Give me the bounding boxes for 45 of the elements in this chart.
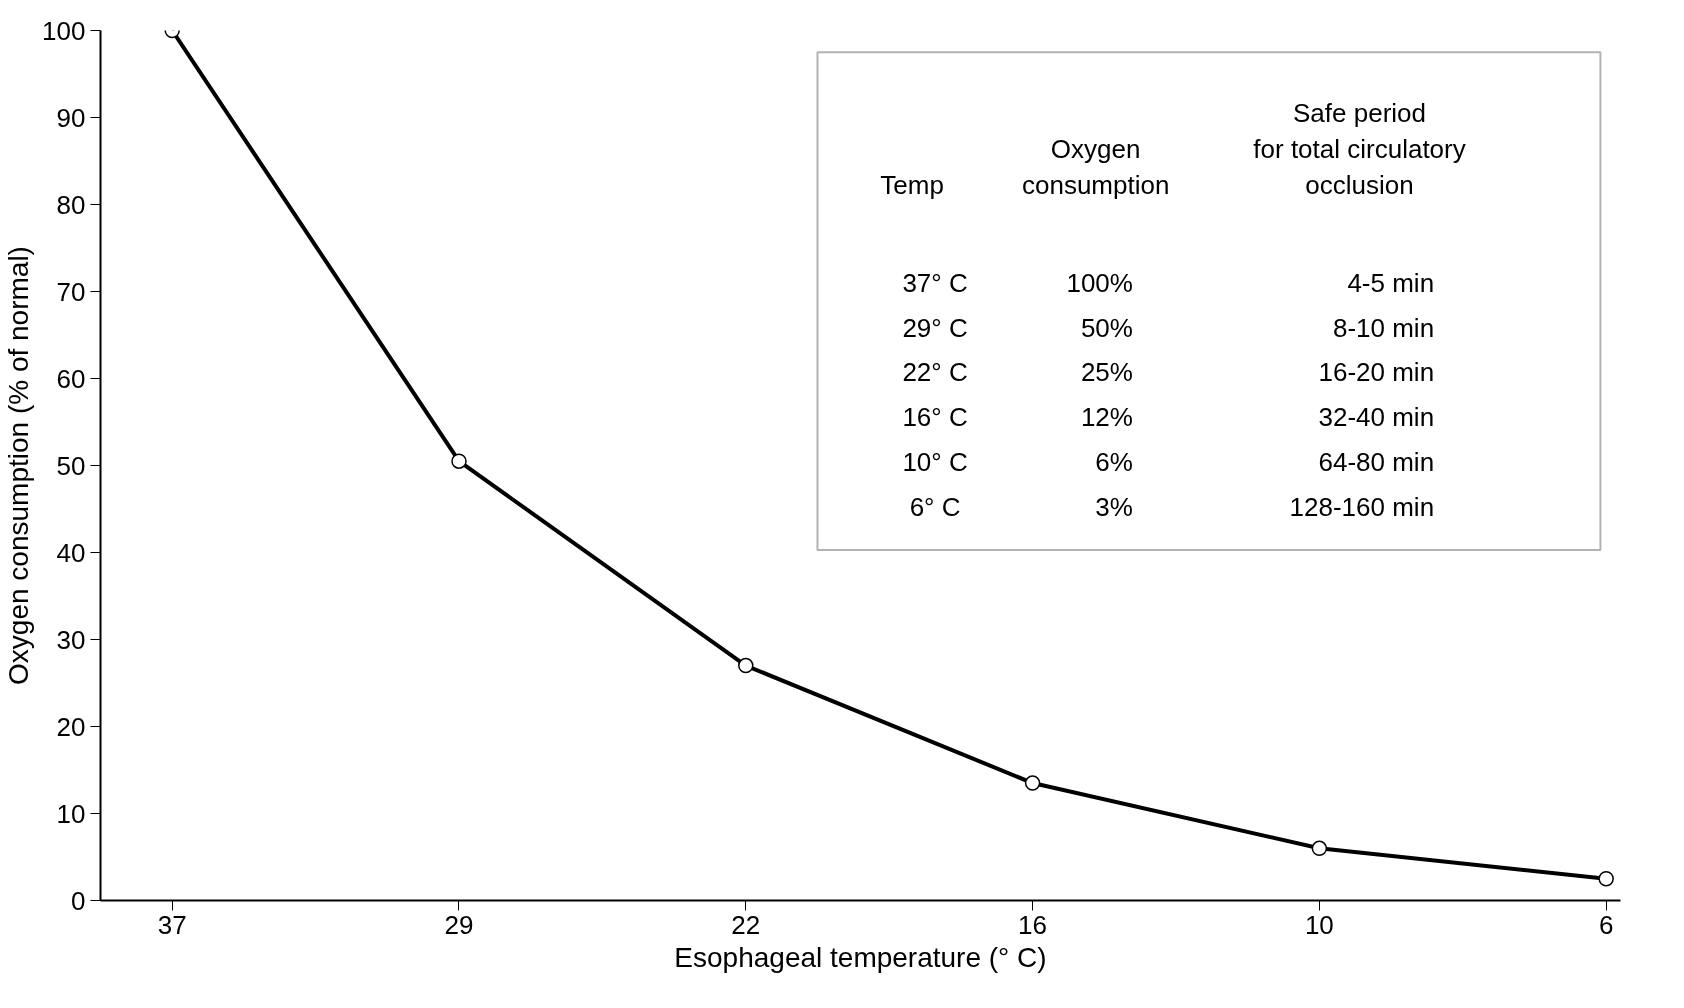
annotation: 4-5 min (1347, 267, 1435, 298)
annotation: 6° C (909, 491, 961, 522)
annotation: Oxygen consumption (1021, 134, 1170, 201)
annotation: 16° C (902, 402, 968, 433)
annotation: Temp (880, 170, 944, 201)
y-tick-label: 90 (56, 102, 86, 133)
x-tick-label: 6 (1598, 909, 1614, 940)
annotation: 12% (1080, 402, 1133, 433)
annotation: 37° C (902, 267, 968, 298)
y-tick-label: 40 (56, 537, 86, 568)
annotation: 128-160 min (1289, 491, 1435, 522)
y-tick-label: 0 (71, 885, 86, 916)
annotation: 50% (1080, 312, 1133, 343)
x-tick-label: 16 (1018, 909, 1048, 940)
point (1024, 775, 1041, 791)
y-tick-label: 100 (42, 15, 86, 46)
annotation: 64-80 min (1318, 447, 1435, 478)
point (451, 453, 467, 469)
annotation: 100% (1066, 267, 1133, 298)
y-tick-label: 80 (56, 189, 86, 220)
annotation: 32-40 min (1318, 402, 1435, 433)
x-tick-label: 29 (444, 909, 474, 940)
annotation: 6% (1095, 447, 1133, 478)
annotation: 25% (1080, 357, 1133, 388)
y-tick-label: 60 (56, 363, 86, 394)
y-tick-label: 20 (56, 711, 86, 742)
x-axis-title: Esophageal temperature (° C) (674, 941, 1047, 973)
y-tick-label: 50 (56, 450, 86, 481)
annotation: Safe period for total circulatory occlusion (1253, 98, 1466, 201)
point (1598, 871, 1614, 887)
x-tick-label: 37 (157, 909, 187, 940)
y-tick-label: 70 (56, 276, 86, 307)
annotation: 16-20 min (1318, 357, 1435, 388)
y-tick-label: 10 (56, 798, 86, 829)
x-tick-label: 10 (1304, 909, 1334, 940)
annotation: 22° C (902, 357, 968, 388)
y-tick-label: 30 (56, 624, 86, 655)
annotation: 29° C (902, 312, 968, 343)
annotation: 8-10 min (1332, 312, 1435, 343)
point (1311, 840, 1328, 857)
x-tick-label: 22 (731, 909, 761, 940)
y-axis-title: Oxygen consumption (% of normal) (3, 246, 35, 685)
point (738, 657, 754, 674)
annotation: 10° C (902, 447, 968, 478)
annotation: 3% (1095, 491, 1133, 522)
